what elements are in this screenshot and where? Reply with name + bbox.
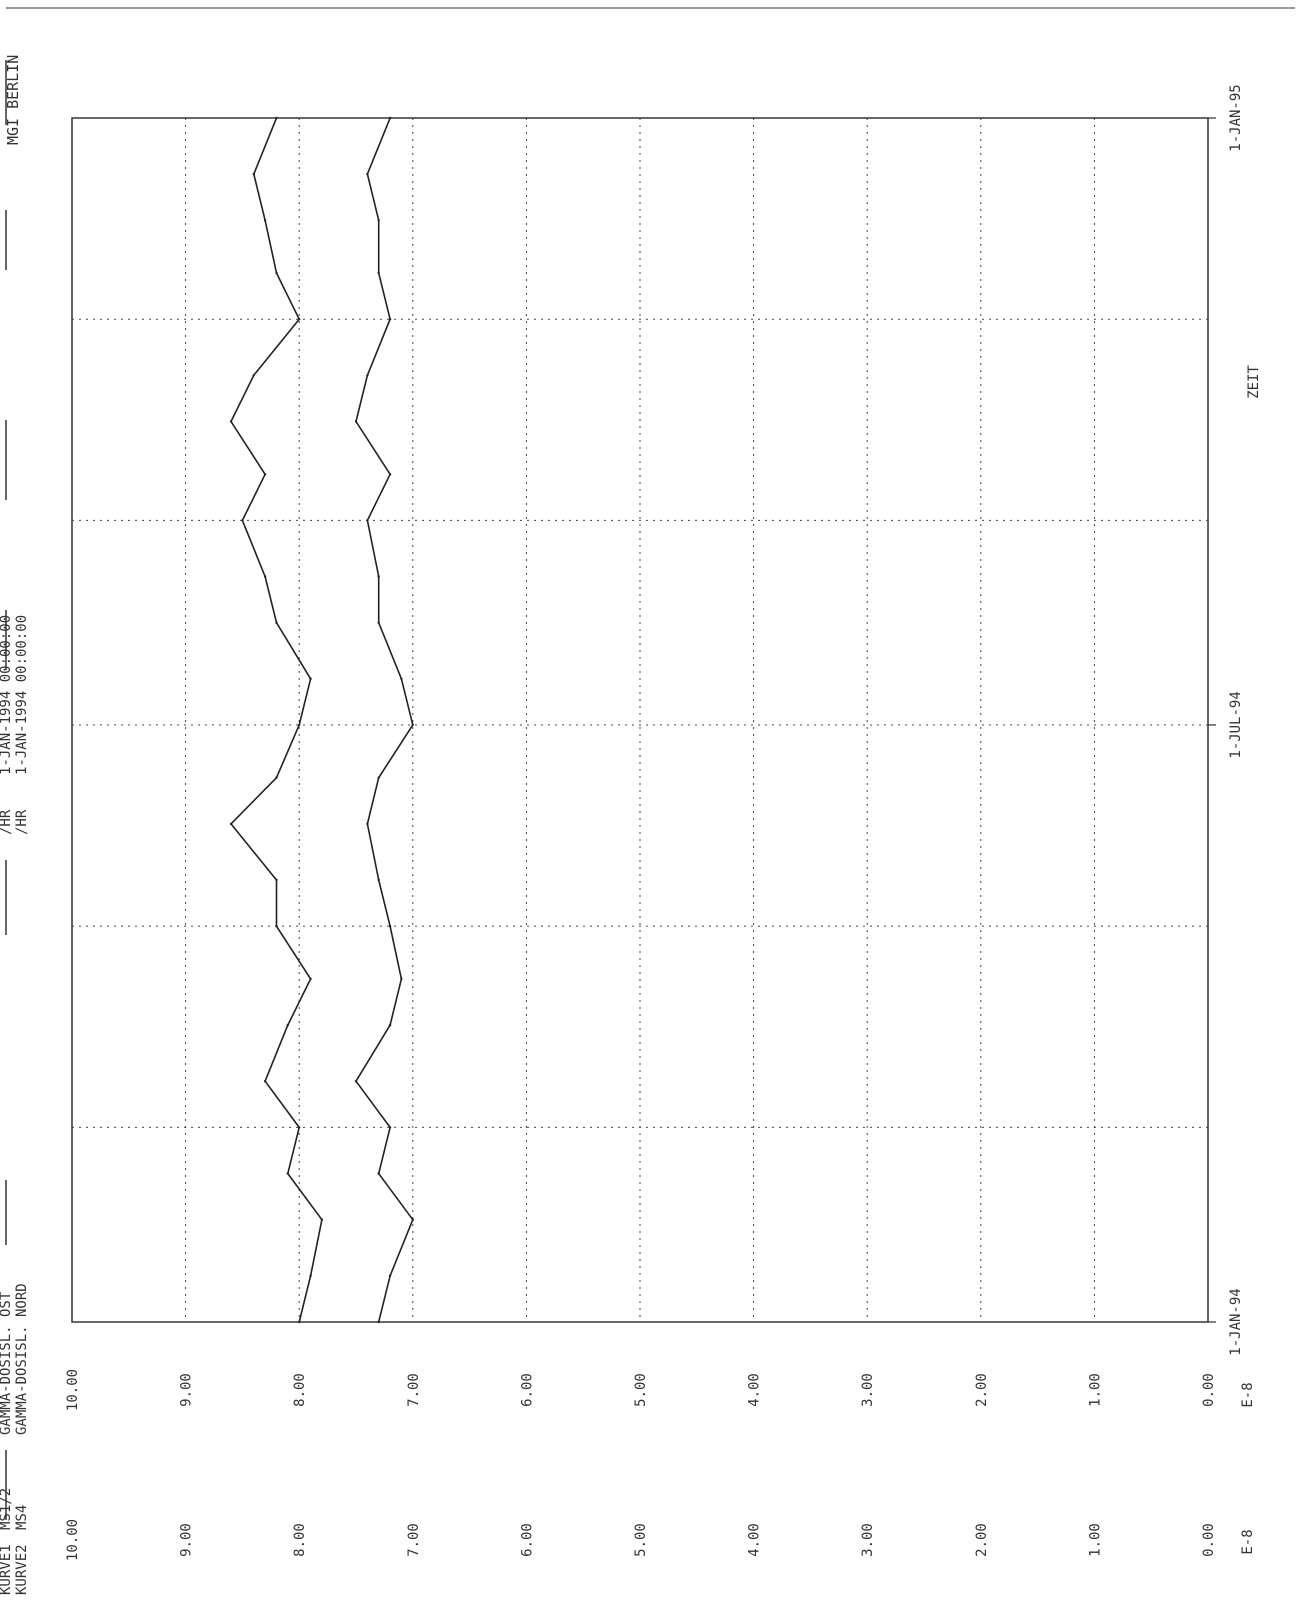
y-tick-label: 2.00 <box>974 1373 990 1407</box>
series-1-point <box>263 219 267 222</box>
series-2-point <box>377 271 380 275</box>
series-2-point <box>377 1172 380 1175</box>
series-2-point <box>388 1274 392 1278</box>
series-2-point <box>388 1023 392 1027</box>
y-tick-label-secondary: 10.00 <box>65 1519 81 1561</box>
series-1-point <box>286 1023 289 1027</box>
y-tick-label-secondary: 2.00 <box>974 1523 990 1557</box>
series-1-point <box>309 677 312 680</box>
y-tick-label-secondary: 9.00 <box>179 1523 195 1557</box>
y-tick-label-secondary: 0.00 <box>1201 1523 1217 1557</box>
curve2-unit: /HR <box>14 809 30 835</box>
series-1-point <box>298 1320 301 1324</box>
curve2-name: GAMMA-DOSISL. NORD <box>14 1283 30 1435</box>
y-exponent-label-right: E-8 <box>1240 1382 1256 1407</box>
tick-labels: 10.00 10.00 9.00 9.00 8.00 8.00 7.00 7.00 6.00 6.… <box>65 84 1244 1561</box>
series-1-point <box>309 1274 312 1278</box>
y-tick-label-secondary: 7.00 <box>406 1523 422 1557</box>
series-2-point <box>400 977 403 981</box>
y-exponent-label-left: E-8 <box>1240 1529 1256 1554</box>
x-axis-title: ZEIT <box>1246 365 1262 399</box>
series-1-point <box>241 519 244 522</box>
series-2-point <box>377 878 380 882</box>
institute-label: MGI BERLIN <box>4 55 22 145</box>
y-tick-label: 7.00 <box>406 1373 422 1407</box>
y-tick-label: 0.00 <box>1201 1373 1217 1407</box>
curve1-label: KURVE1 <box>0 1544 14 1595</box>
curve2-station: MS4 <box>14 1505 30 1530</box>
curve1-name: GAMMA-DOSISL. OST <box>0 1291 14 1435</box>
series-1-point <box>320 1218 324 1221</box>
series-2-point <box>366 822 369 826</box>
series-1-point <box>263 473 267 476</box>
y-tick-label: 3.00 <box>860 1373 876 1407</box>
series-2-point <box>388 473 392 476</box>
y-tick-label: 4.00 <box>747 1373 763 1407</box>
series-1-point <box>229 420 233 423</box>
series-1-point <box>275 116 278 120</box>
series-2-point <box>354 1080 358 1083</box>
y-tick-label: 10.00 <box>65 1369 81 1411</box>
series-1-point <box>263 1080 267 1083</box>
series-1-point <box>298 1126 301 1129</box>
series-2-point <box>377 219 380 222</box>
series-2-point <box>377 776 380 779</box>
x-tick-label: 1-JAN-94 <box>1228 1288 1244 1355</box>
series-2-point <box>377 621 380 624</box>
grid <box>72 118 1208 1322</box>
x-tick-label: 1-JUL-94 <box>1228 691 1244 758</box>
series-2-point <box>411 723 414 727</box>
y-tick-label-secondary: 4.00 <box>747 1523 763 1557</box>
series-1-point <box>275 925 278 928</box>
curve2-label: KURVE2 <box>14 1544 30 1595</box>
series-2-point <box>366 374 369 377</box>
series-1-point <box>252 374 255 377</box>
series-2-point <box>411 1218 414 1221</box>
y-tick-label-secondary: 6.00 <box>519 1523 535 1557</box>
series-1-point <box>298 723 301 727</box>
series-2-point <box>366 519 369 522</box>
series-2-point <box>366 172 369 176</box>
series-1-point <box>275 776 278 779</box>
series-1-point <box>275 878 278 882</box>
series-1-point <box>263 575 267 578</box>
series-1-point <box>275 621 278 624</box>
x-tick-label: 1-JAN-95 <box>1228 84 1244 151</box>
series-1-point <box>252 172 255 176</box>
series-1-point <box>309 977 312 981</box>
curve1-unit: /HR <box>0 809 14 835</box>
series-2-point <box>377 575 380 578</box>
y-tick-label-secondary: 3.00 <box>860 1523 876 1557</box>
y-tick-label-secondary: 5.00 <box>633 1523 649 1557</box>
series-1-point <box>275 271 278 275</box>
series-line-2 <box>355 117 414 1323</box>
y-tick-label: 9.00 <box>179 1373 195 1407</box>
y-tick-label: 1.00 <box>1087 1373 1103 1407</box>
series-2-point <box>354 420 358 423</box>
y-tick-label: 6.00 <box>519 1373 535 1407</box>
y-tick-label: 8.00 <box>292 1373 308 1407</box>
series-layer <box>229 116 414 1324</box>
y-tick-label-secondary: 1.00 <box>1087 1523 1103 1557</box>
y-tick-label-secondary: 8.00 <box>292 1523 308 1557</box>
series-1-point <box>298 318 301 321</box>
series-1-point <box>229 822 233 826</box>
curve1-station: MS1/2 <box>0 1488 14 1530</box>
curve1-start: 1-JAN-1994 00:00:00 <box>0 615 14 775</box>
series-1-point <box>286 1172 289 1175</box>
series-2-point <box>388 318 392 321</box>
y-tick-label: 5.00 <box>633 1373 649 1407</box>
series-2-point <box>388 1126 392 1129</box>
series-2-point <box>388 116 392 120</box>
curve2-start: 1-JAN-1994 00:00:00 <box>14 615 30 775</box>
series-2-point <box>388 925 392 928</box>
series-line-1 <box>230 117 323 1323</box>
series-2-point <box>400 677 403 680</box>
header-rules <box>5 7 1295 1520</box>
series-2-point <box>377 1320 380 1324</box>
